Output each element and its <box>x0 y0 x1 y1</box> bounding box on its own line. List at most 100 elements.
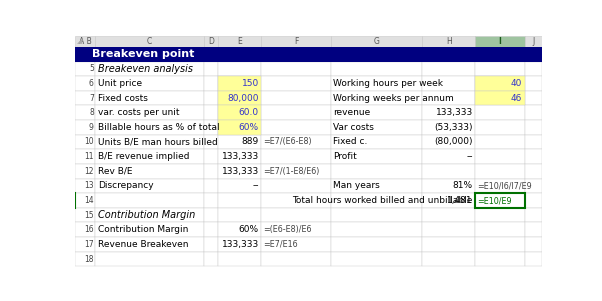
Bar <box>218 47 261 61</box>
Bar <box>525 61 542 76</box>
Text: 13: 13 <box>84 182 94 191</box>
Bar <box>475 193 525 208</box>
Text: 15: 15 <box>84 211 94 220</box>
Bar <box>423 61 475 76</box>
Bar <box>423 76 475 91</box>
Text: Working hours per week: Working hours per week <box>334 79 443 88</box>
Text: 133,333: 133,333 <box>222 240 259 249</box>
Bar <box>331 208 423 222</box>
Bar <box>261 36 331 47</box>
Bar <box>475 252 525 266</box>
Bar <box>204 61 218 76</box>
Bar <box>75 91 95 105</box>
Bar <box>331 61 423 76</box>
Text: --: -- <box>252 182 259 191</box>
Bar <box>261 193 331 208</box>
Text: var. costs per unit: var. costs per unit <box>98 108 179 117</box>
Bar <box>261 120 331 135</box>
Text: 81%: 81% <box>453 182 473 191</box>
Text: (53,333): (53,333) <box>434 123 473 132</box>
Bar <box>423 91 475 105</box>
Text: 150: 150 <box>241 79 259 88</box>
Bar <box>525 47 542 61</box>
Bar <box>218 105 261 120</box>
Bar <box>475 91 525 105</box>
Bar <box>475 178 525 193</box>
Text: 4: 4 <box>89 50 94 59</box>
Bar <box>218 105 261 120</box>
Bar <box>95 36 204 47</box>
Text: F: F <box>294 37 299 46</box>
Text: 10: 10 <box>84 138 94 147</box>
Bar <box>218 237 261 252</box>
Bar <box>475 164 525 178</box>
Bar <box>95 91 204 105</box>
Bar <box>75 193 95 208</box>
Text: G: G <box>374 37 380 46</box>
Text: Man years: Man years <box>334 182 380 191</box>
Text: 133,333: 133,333 <box>222 152 259 161</box>
Bar <box>331 222 423 237</box>
Bar <box>525 36 542 47</box>
Bar <box>75 222 95 237</box>
Text: Breakeven point: Breakeven point <box>92 49 194 59</box>
Bar <box>475 120 525 135</box>
Text: =E7/E16: =E7/E16 <box>264 240 298 249</box>
Bar <box>261 222 331 237</box>
Bar <box>423 164 475 178</box>
Text: 133,333: 133,333 <box>222 167 259 176</box>
Bar <box>475 105 525 120</box>
Bar <box>525 91 542 105</box>
Text: Fixed c.: Fixed c. <box>334 138 368 147</box>
Text: =(E6-E8)/E6: =(E6-E8)/E6 <box>264 225 312 234</box>
Bar <box>204 222 218 237</box>
Bar <box>331 252 423 266</box>
Bar <box>75 237 95 252</box>
Bar <box>95 76 204 91</box>
Bar <box>95 120 204 135</box>
Bar <box>475 222 525 237</box>
Text: H: H <box>446 37 452 46</box>
Text: Breakeven analysis: Breakeven analysis <box>98 64 193 74</box>
Bar <box>261 208 331 222</box>
Text: =E7/(E6-E8): =E7/(E6-E8) <box>264 138 312 147</box>
Bar <box>525 76 542 91</box>
Text: 60.0: 60.0 <box>239 108 259 117</box>
Text: (80,000): (80,000) <box>434 138 473 147</box>
Text: 9: 9 <box>89 123 94 132</box>
Text: 8: 8 <box>89 108 94 117</box>
Bar <box>331 105 423 120</box>
Bar <box>95 193 204 208</box>
Bar <box>525 252 542 266</box>
Bar <box>75 61 95 76</box>
Bar <box>75 164 95 178</box>
Text: 12: 12 <box>84 167 94 176</box>
Bar <box>204 120 218 135</box>
Bar <box>525 193 542 208</box>
Bar <box>525 164 542 178</box>
Bar <box>218 208 261 222</box>
Text: revenue: revenue <box>334 108 371 117</box>
Bar <box>218 164 261 178</box>
Bar <box>331 120 423 135</box>
Bar <box>423 237 475 252</box>
Bar <box>331 135 423 149</box>
Bar <box>423 149 475 164</box>
Bar <box>75 47 95 61</box>
Bar <box>475 36 525 47</box>
Bar <box>261 252 331 266</box>
Bar <box>75 252 95 266</box>
Bar <box>475 61 525 76</box>
Bar <box>218 91 261 105</box>
Text: ◢: ◢ <box>77 39 82 45</box>
Bar <box>525 105 542 120</box>
Bar <box>423 252 475 266</box>
Bar <box>423 47 475 61</box>
Text: 46: 46 <box>511 94 523 103</box>
Text: Rev B/E: Rev B/E <box>98 167 132 176</box>
Bar <box>261 237 331 252</box>
Bar <box>95 252 204 266</box>
Text: 1,481: 1,481 <box>447 196 473 205</box>
Bar <box>261 76 331 91</box>
Bar <box>525 237 542 252</box>
